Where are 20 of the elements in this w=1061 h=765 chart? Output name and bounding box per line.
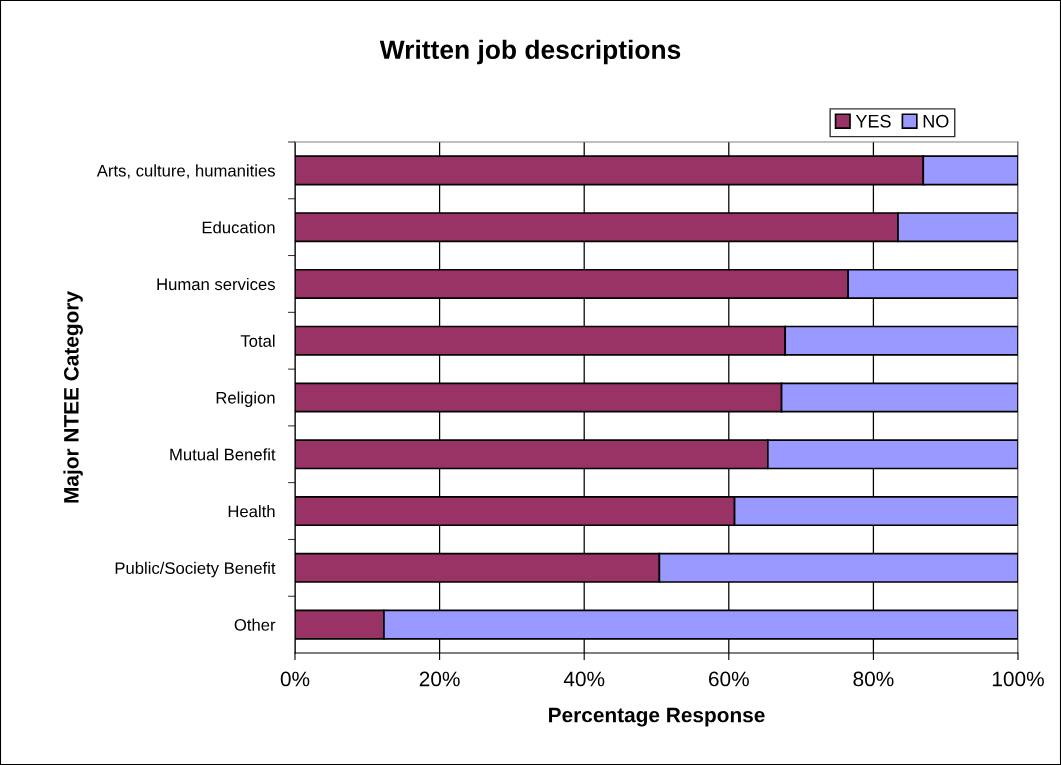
y-axis-title: Major NTEE Category	[63, 291, 83, 503]
x-tick-label: 100%	[992, 671, 1044, 687]
y-tick-label: Mutual Benefit	[170, 448, 276, 461]
legend-label: NO	[923, 114, 949, 128]
y-tick-label: Total	[240, 334, 275, 347]
x-tick-label: 60%	[709, 671, 749, 687]
y-tick-label: Arts, culture, humanities	[96, 164, 275, 179]
x-tick-label: 40%	[563, 671, 605, 687]
y-tick-label: Religion	[216, 391, 275, 407]
y-tick-label: Public/Society Benefit	[115, 561, 276, 578]
y-tick-label: Health	[228, 505, 275, 518]
x-tick-label: 20%	[419, 671, 460, 687]
y-tick-label: Human services	[157, 277, 275, 291]
chart-title: Written job descriptions	[379, 39, 681, 65]
legend-label: YES	[855, 114, 891, 128]
y-tick-label: Other	[234, 618, 276, 631]
x-tick-label: 0%	[280, 671, 310, 687]
x-tick-label: 80%	[853, 671, 894, 687]
x-axis-title: Percentage Response	[549, 707, 765, 727]
y-tick-label: Education	[202, 221, 275, 234]
